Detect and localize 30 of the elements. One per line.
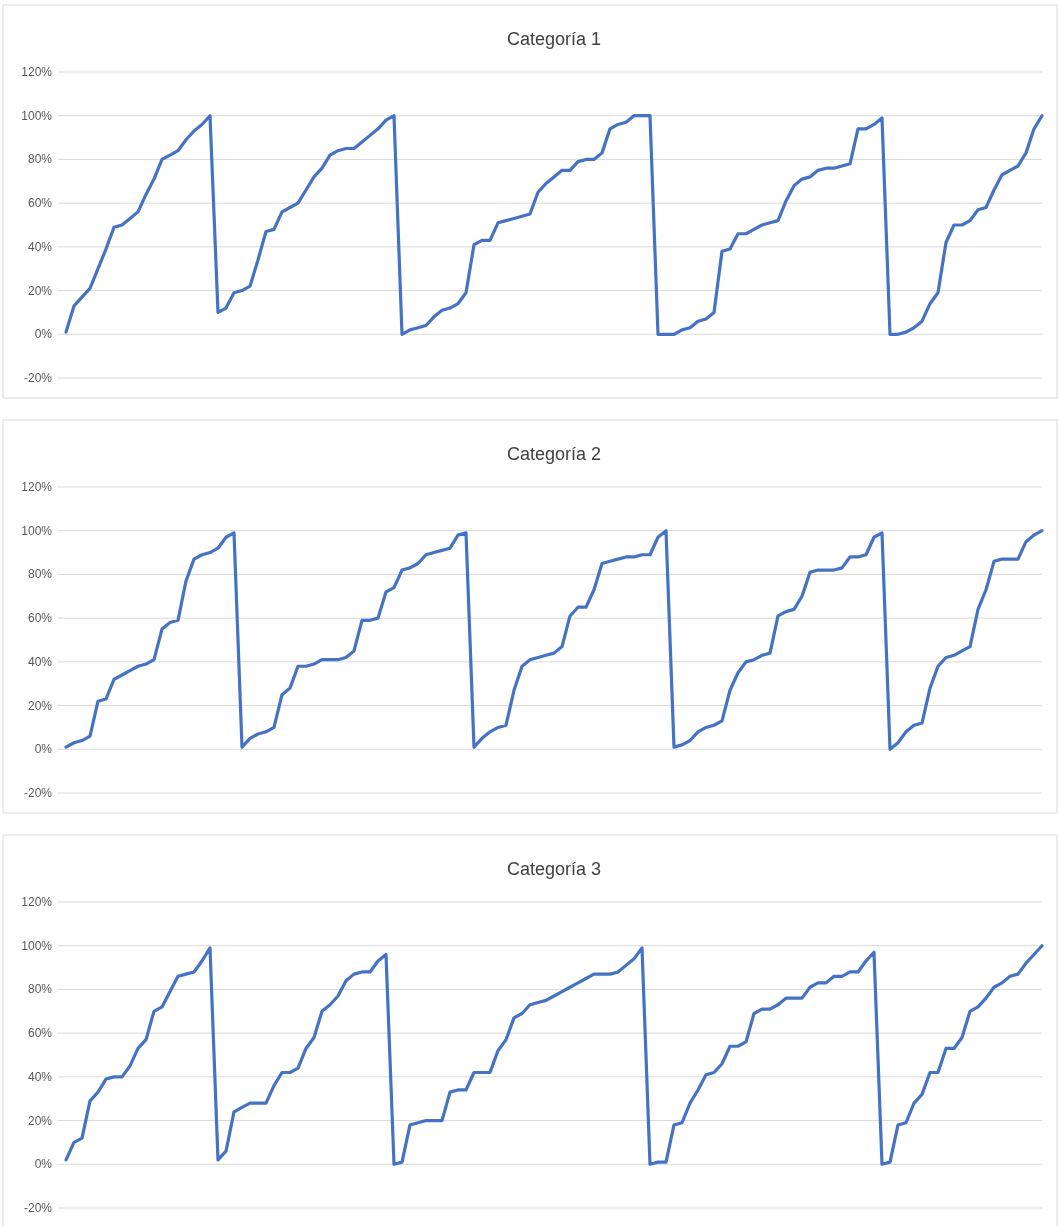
y-tick-label: 0%: [34, 1157, 53, 1172]
y-tick-label: 100%: [21, 108, 53, 123]
y-tick-label: 0%: [34, 742, 53, 757]
y-tick-label: 120%: [21, 65, 53, 79]
y-tick-label: 60%: [27, 611, 53, 626]
chart-title: Categoría 1: [506, 29, 602, 49]
y-tick-label: 120%: [21, 480, 53, 494]
y-tick-label: 20%: [27, 698, 53, 713]
y-tick-label: -20%: [23, 1201, 53, 1215]
y-tick-label: 80%: [27, 982, 53, 997]
y-tick-label: 40%: [27, 654, 53, 669]
y-tick-label: 100%: [21, 938, 53, 953]
y-tick-label: 60%: [27, 1026, 53, 1041]
y-tick-label: 120%: [21, 895, 53, 909]
y-tick-label: 80%: [27, 152, 53, 167]
y-tick-label: 40%: [27, 1069, 53, 1084]
line-series: [64, 944, 1044, 1166]
y-tick-label: 60%: [27, 196, 53, 211]
y-tick-label: 0%: [34, 327, 53, 342]
y-tick-label: -20%: [23, 371, 53, 385]
y-tick-label: 20%: [27, 1113, 53, 1128]
y-tick-label: 40%: [27, 239, 53, 254]
chart-title: Categoría 3: [506, 859, 602, 879]
line-series: [64, 529, 1044, 751]
chart-title: Categoría 2: [506, 444, 602, 464]
line-series: [64, 114, 1044, 336]
y-tick-label: 100%: [21, 523, 53, 538]
y-tick-label: 80%: [27, 567, 53, 582]
y-tick-label: -20%: [23, 786, 53, 800]
y-tick-label: 20%: [27, 283, 53, 298]
